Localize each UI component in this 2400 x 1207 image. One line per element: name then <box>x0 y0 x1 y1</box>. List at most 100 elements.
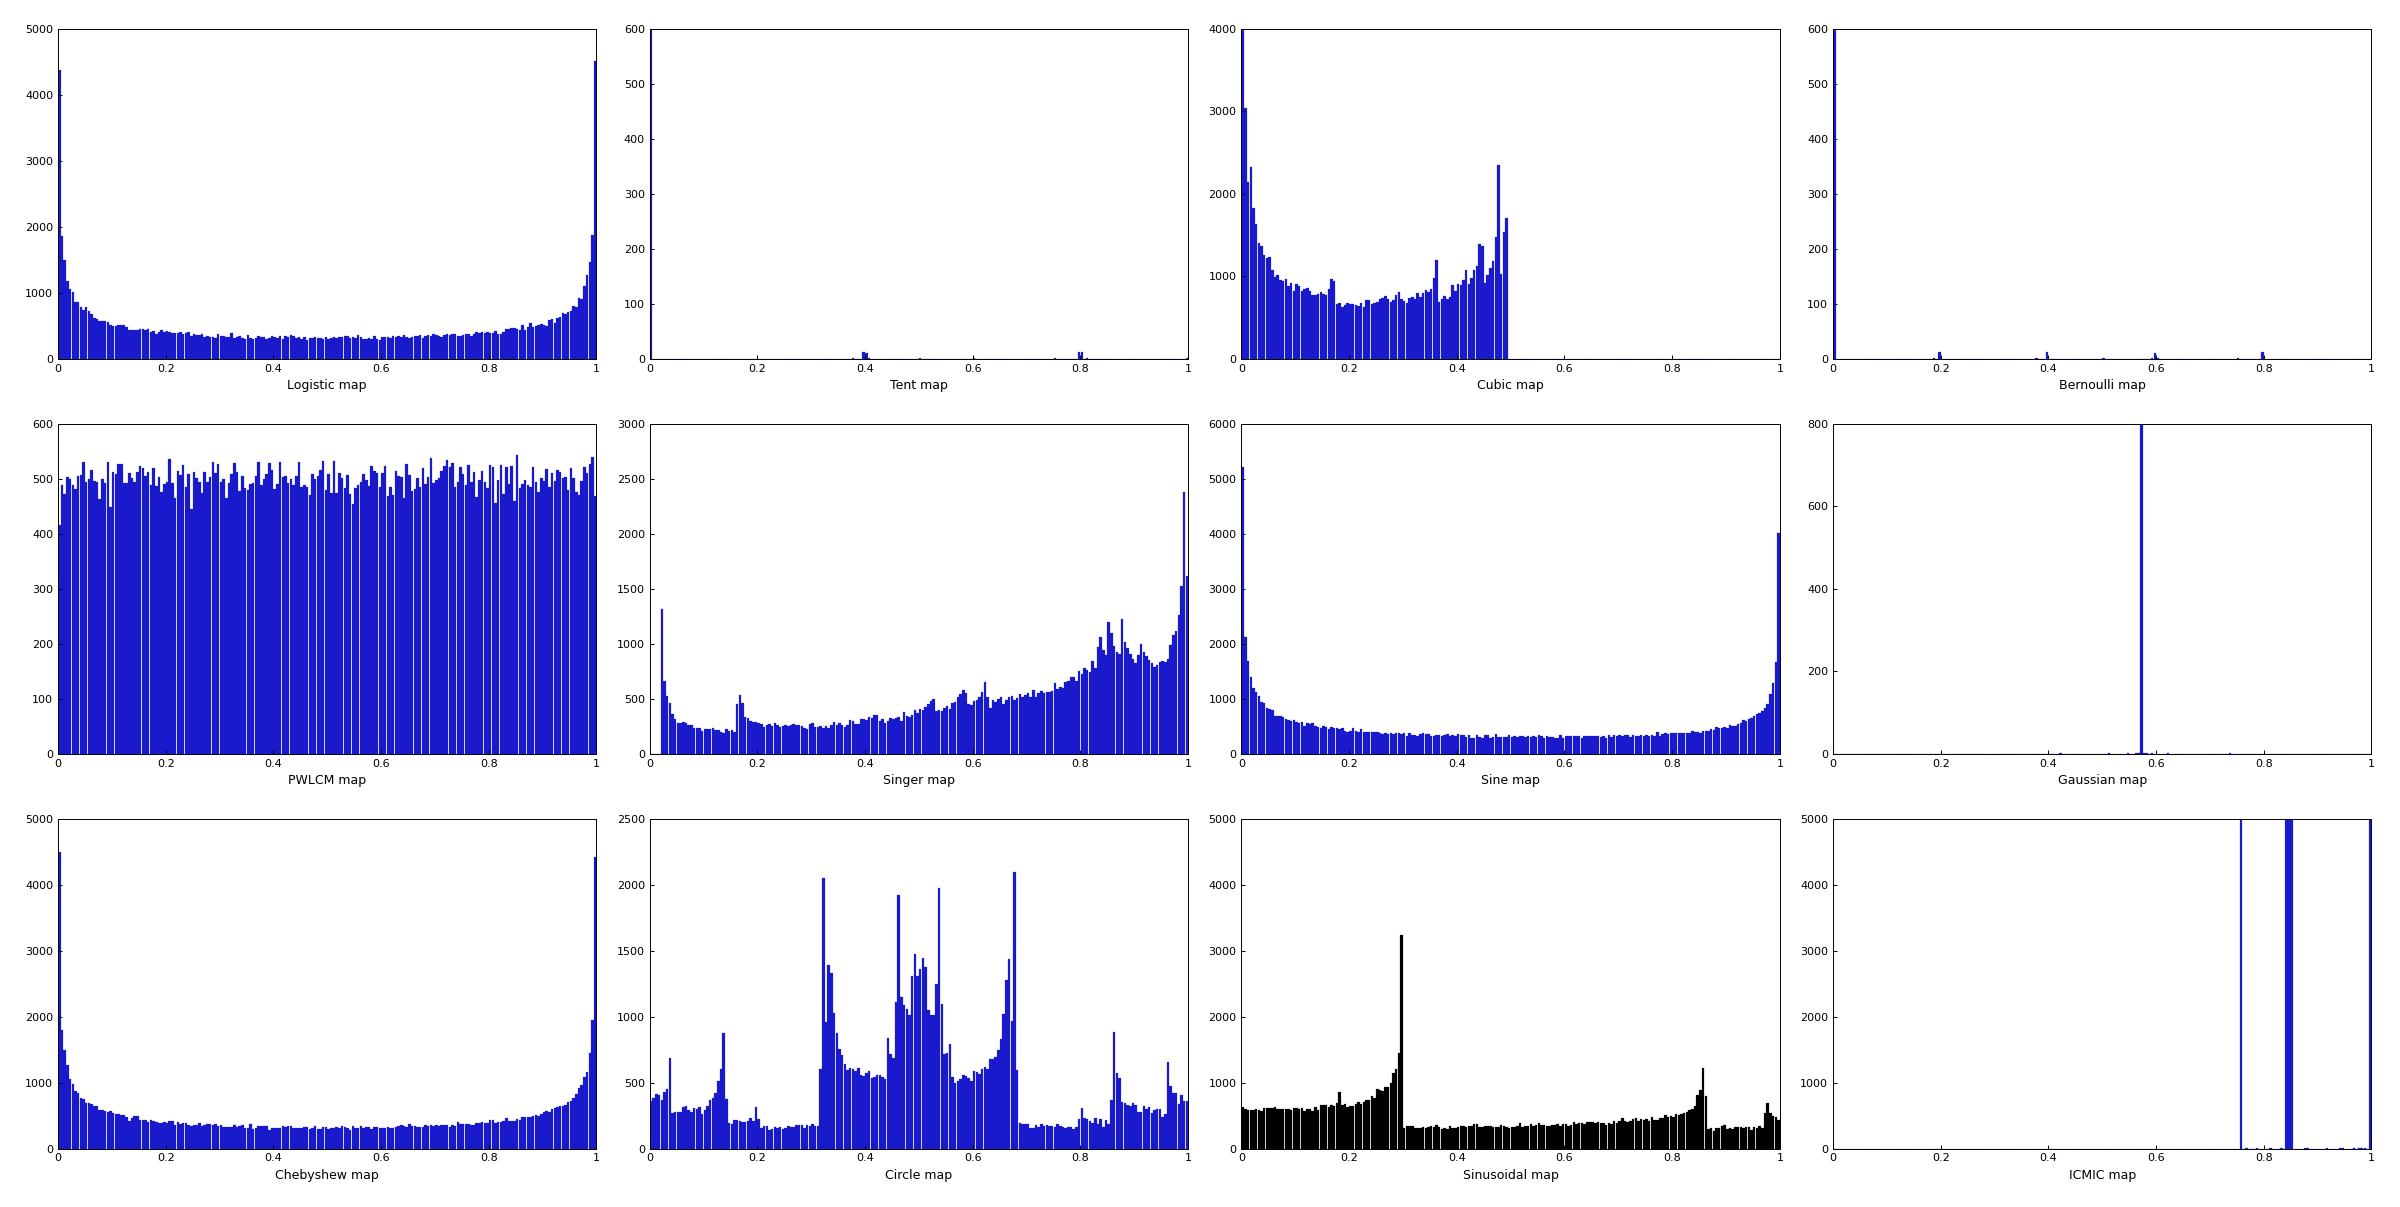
Bar <box>274 1127 276 1149</box>
Bar <box>283 1127 286 1149</box>
Bar <box>149 332 151 358</box>
Bar <box>504 328 506 358</box>
Bar <box>226 1126 228 1149</box>
Bar <box>1342 307 1344 358</box>
Bar <box>960 694 962 753</box>
Bar <box>1486 735 1488 753</box>
Bar <box>461 336 466 358</box>
Bar <box>1618 1121 1620 1149</box>
Bar <box>922 710 924 753</box>
Bar <box>1322 1104 1325 1149</box>
Bar <box>838 1049 840 1149</box>
Bar <box>300 339 302 358</box>
Bar <box>444 466 446 753</box>
Bar <box>1661 734 1663 753</box>
Bar <box>706 1106 708 1149</box>
Bar <box>166 482 168 753</box>
Bar <box>1368 299 1370 358</box>
Bar <box>794 725 797 753</box>
Bar <box>1505 736 1507 753</box>
Bar <box>317 338 319 358</box>
Bar <box>533 327 535 358</box>
Bar <box>113 1113 115 1149</box>
Bar <box>1178 614 1181 753</box>
Bar <box>535 326 538 358</box>
Bar <box>149 1120 151 1149</box>
Bar <box>1673 734 1675 753</box>
Bar <box>1253 688 1255 753</box>
Bar <box>1714 730 1716 753</box>
Bar <box>82 462 84 753</box>
Bar <box>456 482 458 753</box>
Bar <box>2141 0 2143 753</box>
Bar <box>262 337 266 358</box>
Bar <box>293 485 295 753</box>
Bar <box>962 1074 965 1149</box>
Bar <box>62 1050 65 1149</box>
Bar <box>833 1013 835 1149</box>
Bar <box>826 1021 828 1149</box>
Bar <box>886 721 888 753</box>
Bar <box>1169 1086 1171 1149</box>
Bar <box>338 473 341 753</box>
Bar <box>2153 352 2155 358</box>
Bar <box>948 1044 950 1149</box>
Bar <box>386 1127 389 1149</box>
Bar <box>1068 1127 1070 1149</box>
Bar <box>336 494 338 753</box>
Bar <box>240 1125 245 1149</box>
Bar <box>523 480 526 753</box>
Bar <box>1476 267 1478 358</box>
Bar <box>1483 1126 1486 1149</box>
Bar <box>547 320 550 358</box>
Bar <box>449 467 451 753</box>
Bar <box>130 478 134 753</box>
Bar <box>696 728 698 753</box>
Bar <box>1385 296 1387 358</box>
Bar <box>1241 0 1243 358</box>
Bar <box>1070 677 1073 753</box>
Bar <box>1498 165 1500 358</box>
Bar <box>257 462 259 753</box>
Bar <box>804 1129 806 1149</box>
Bar <box>490 333 492 358</box>
Bar <box>96 1106 98 1149</box>
Bar <box>1687 733 1692 753</box>
Bar <box>230 333 233 358</box>
Bar <box>1368 731 1370 753</box>
Bar <box>1046 1125 1049 1149</box>
Bar <box>401 338 403 358</box>
Bar <box>677 723 679 753</box>
Bar <box>571 478 576 753</box>
Bar <box>708 729 710 753</box>
Bar <box>1265 1108 1267 1149</box>
Bar <box>823 728 826 753</box>
Bar <box>674 1113 677 1149</box>
Bar <box>106 1112 108 1149</box>
Bar <box>408 338 410 358</box>
Bar <box>110 507 113 753</box>
Bar <box>782 1130 785 1149</box>
Bar <box>1385 1088 1387 1149</box>
Bar <box>1265 709 1267 753</box>
Bar <box>1030 698 1032 753</box>
Bar <box>110 1110 113 1149</box>
X-axis label: Singer map: Singer map <box>883 774 955 787</box>
Bar <box>146 472 149 753</box>
Bar <box>569 1101 571 1149</box>
Bar <box>516 330 518 358</box>
Bar <box>442 1125 444 1149</box>
Bar <box>288 483 290 753</box>
Bar <box>384 337 386 358</box>
Bar <box>106 462 108 753</box>
Bar <box>1022 696 1025 753</box>
Bar <box>1471 278 1474 358</box>
Bar <box>1044 1126 1046 1149</box>
Bar <box>965 693 967 753</box>
Bar <box>250 484 252 753</box>
Bar <box>739 695 742 753</box>
Bar <box>1738 1127 1740 1149</box>
Bar <box>566 313 569 358</box>
Bar <box>684 723 686 753</box>
Bar <box>420 1127 422 1149</box>
